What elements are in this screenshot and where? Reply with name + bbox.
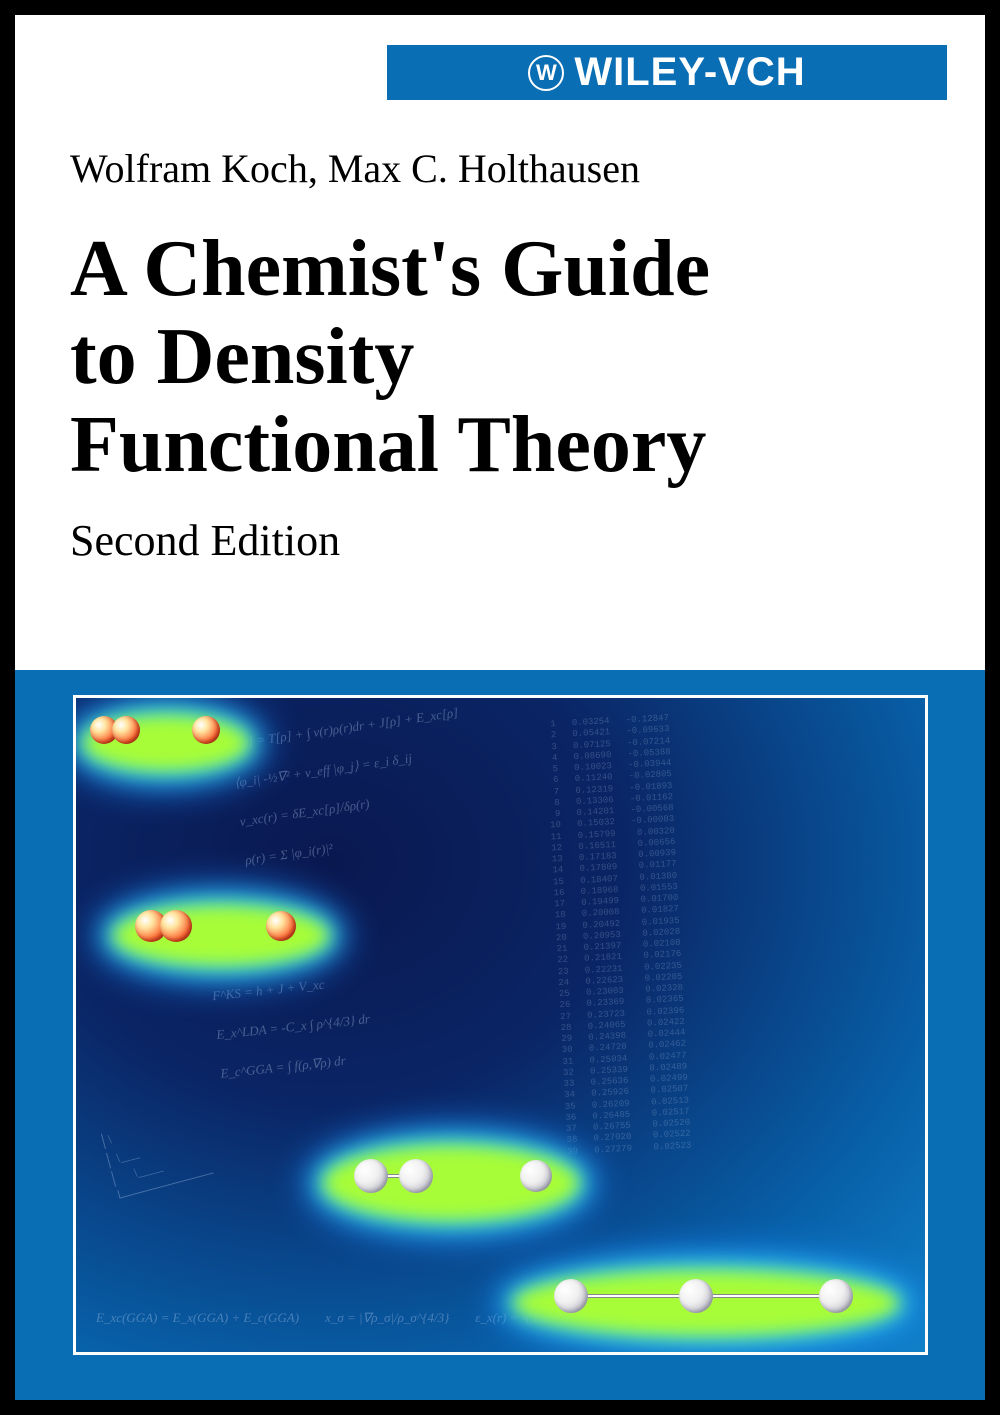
atom-white — [819, 1279, 853, 1313]
cover-white-area: W WILEY-VCH Wolfram Koch, Max C. Holthau… — [15, 15, 985, 670]
mol-bottom-right — [76, 698, 925, 1352]
wiley-logo-glyph: W — [536, 60, 557, 86]
title-line-1: A Chemist's Guide — [70, 225, 710, 313]
atom-white — [679, 1279, 713, 1313]
cover-blue-frame: W WILEY-VCH Wolfram Koch, Max C. Holthau… — [15, 15, 985, 1400]
publisher-name: WILEY-VCH — [574, 50, 805, 95]
bond — [706, 1294, 831, 1298]
publisher-bar: W WILEY-VCH — [387, 45, 947, 100]
edition: Second Edition — [70, 515, 340, 566]
wiley-logo-icon: W — [528, 55, 564, 91]
authors: Wolfram Koch, Max C. Holthausen — [70, 145, 640, 192]
cover-graphic: E[ρ] = T[ρ] + ∫ v(r)ρ(r)dr + J[ρ] + E_xc… — [73, 695, 928, 1355]
atom-white — [554, 1279, 588, 1313]
title-line-2: to Density — [70, 313, 710, 401]
book-title: A Chemist's Guide to Density Functional … — [70, 225, 710, 489]
title-line-3: Functional Theory — [70, 401, 710, 489]
bond — [581, 1294, 691, 1298]
